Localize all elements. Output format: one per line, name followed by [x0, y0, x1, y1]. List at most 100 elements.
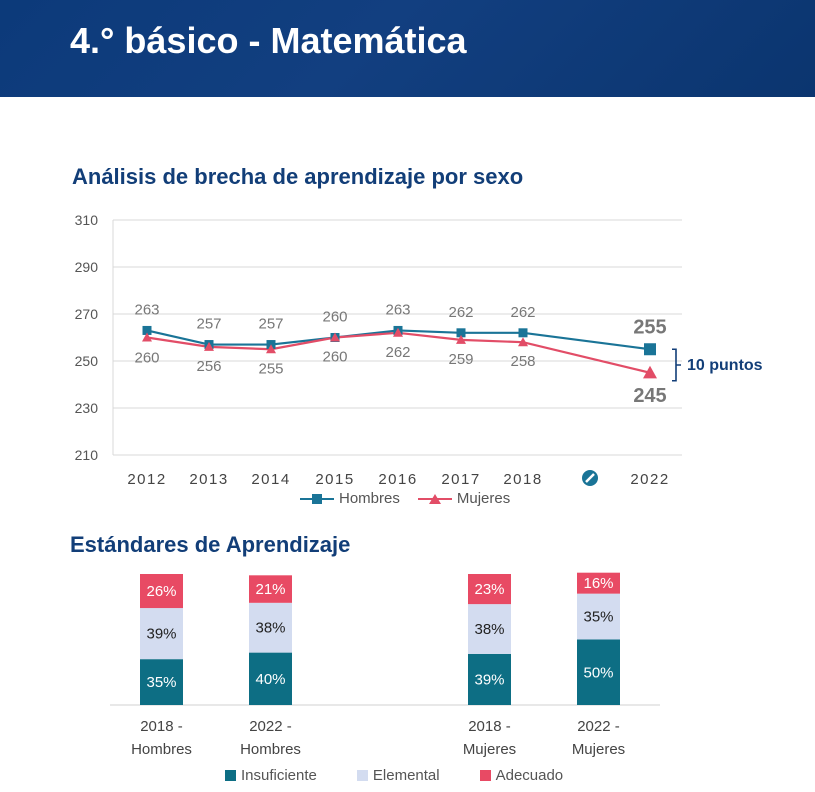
line-legend: Hombres Mujeres: [300, 490, 510, 507]
insuficiente-swatch: [225, 770, 236, 781]
x-tick-label: 2017: [441, 471, 480, 488]
mujeres-point: [393, 327, 403, 337]
header-banner: 4.° básico - Matemática: [0, 0, 815, 97]
bar-segment-insuficiente: [577, 639, 620, 705]
mujeres-point: [266, 344, 276, 354]
hombres-point: [142, 325, 152, 335]
bar-value-label: 38%: [474, 621, 504, 638]
bar-value-label: 16%: [583, 575, 613, 592]
bar-segment-insuficiente: [249, 652, 292, 705]
page-title: 4.° básico - Matemática: [70, 20, 467, 61]
mujeres-legend-icon: [417, 493, 452, 504]
hombres-legend-icon: [300, 493, 334, 504]
bar-category-label: Mujeres: [463, 741, 516, 758]
data-label-mujeres: 259: [448, 351, 473, 368]
bar-value-label: 50%: [583, 664, 613, 681]
no-measurement-icon: [582, 470, 598, 486]
bar-segment-adecuado: [468, 574, 511, 605]
bar-segment-elemental: [249, 602, 292, 653]
legend-label-hombres: Hombres: [339, 490, 400, 507]
mujeres-point: [204, 341, 214, 351]
hombres-point: [456, 328, 466, 338]
bar-value-label: 40%: [255, 671, 285, 688]
legend-item-elemental: Elemental: [356, 767, 440, 784]
bar-value-label: 21%: [255, 581, 285, 598]
bar-category-label: Mujeres: [572, 741, 625, 758]
bar-value-label: 39%: [146, 626, 176, 643]
bar-segment-insuficiente: [140, 659, 183, 705]
y-tick-label: 250: [75, 353, 99, 369]
mujeres-point: [330, 332, 340, 342]
adecuado-swatch: [479, 770, 491, 781]
y-tick-label: 210: [75, 447, 99, 463]
data-label-mujeres: 256: [196, 358, 221, 375]
elemental-swatch: [356, 770, 368, 781]
bar-segment-elemental: [140, 608, 183, 660]
bar-segment-adecuado: [140, 574, 183, 609]
bar-value-label: 26%: [146, 583, 176, 600]
data-label-mujeres: 260: [322, 349, 347, 366]
legend-label-insuficiente: Insuficiente: [241, 767, 317, 784]
mujeres-point: [456, 334, 466, 344]
line-chart-title: Análisis de brecha de aprendizaje por se…: [72, 164, 524, 189]
bar-segment-adecuado: [577, 572, 620, 594]
legend-label-adecuado: Adecuado: [495, 767, 564, 784]
legend-label-mujeres: Mujeres: [456, 490, 511, 507]
legend-label-elemental: Elemental: [372, 767, 440, 784]
y-tick-label: 290: [75, 259, 99, 275]
x-tick-label: 2014: [251, 471, 290, 488]
data-label-hombres: 263: [134, 301, 159, 318]
data-label-mujeres: 258: [510, 353, 535, 370]
bar-category-label: Hombres: [240, 741, 301, 758]
y-tick-label: 270: [75, 306, 99, 322]
legend-item-insuficiente: Insuficiente: [225, 767, 317, 784]
bar-category-label: 2022 -: [577, 718, 620, 735]
bar-category-label: Hombres: [131, 741, 192, 758]
bar-category-label: 2018 -: [468, 718, 511, 735]
data-label-hombres: 262: [510, 304, 535, 321]
data-label-hombres: 260: [322, 309, 347, 326]
x-tick-label: 2016: [378, 471, 417, 488]
y-tick-label: 310: [75, 212, 99, 228]
bar-value-label: 35%: [583, 609, 613, 626]
bar-value-label: 39%: [474, 671, 504, 688]
bar-segment-elemental: [577, 593, 620, 640]
bar-segment-insuficiente: [468, 653, 511, 705]
data-label-hombres: 263: [385, 301, 410, 318]
data-label-hombres: 257: [196, 316, 221, 333]
y-tick-label: 230: [75, 400, 99, 416]
legend-item-hombres: Hombres: [300, 490, 400, 507]
gap-bracket: [672, 348, 681, 382]
bar-category-label: 2018 -: [140, 718, 183, 735]
x-tick-label: 2012: [127, 471, 166, 488]
x-tick-label: 2022: [630, 471, 669, 488]
bar-segment-elemental: [468, 604, 511, 654]
bar-category-label: 2022 -: [249, 718, 292, 735]
x-tick-label: 2018: [503, 471, 542, 488]
hombres-point: [518, 328, 528, 338]
mujeres-point: [518, 337, 528, 347]
series-line-mujeres: [146, 331, 651, 374]
bar-legend: Insuficiente Elemental Adecuado: [225, 767, 563, 784]
data-label-hombres: 262: [448, 304, 473, 321]
legend-item-mujeres: Mujeres: [417, 490, 511, 507]
data-label-hombres: 255: [633, 316, 666, 338]
hombres-point: [644, 343, 656, 356]
legend-item-adecuado: Adecuado: [479, 767, 564, 784]
bar-chart-title: Estándares de Aprendizaje: [70, 532, 351, 557]
data-label-mujeres: 255: [258, 360, 283, 377]
data-label-mujeres: 260: [134, 350, 159, 367]
data-label-mujeres: 245: [633, 385, 666, 407]
bar-value-label: 35%: [146, 674, 176, 691]
gap-annotation: 10 puntos: [687, 357, 763, 374]
break-slash: [585, 473, 595, 483]
x-tick-label: 2013: [189, 471, 228, 488]
bar-value-label: 23%: [474, 581, 504, 598]
x-tick-label: 2015: [315, 471, 354, 488]
mujeres-point: [643, 365, 657, 379]
data-label-mujeres: 262: [385, 344, 410, 361]
bar-value-label: 38%: [255, 620, 285, 637]
mujeres-point: [142, 332, 152, 342]
series-line-hombres: [146, 329, 651, 351]
